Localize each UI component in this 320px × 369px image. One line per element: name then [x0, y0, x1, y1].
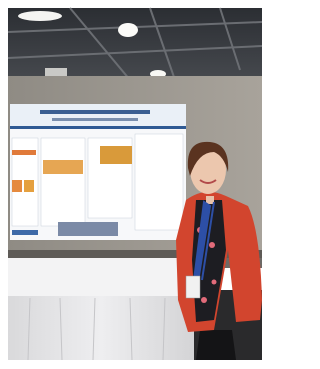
poster-authors: [52, 118, 138, 121]
page: [0, 0, 270, 369]
photo: [0, 0, 270, 369]
poster-title: [40, 110, 150, 114]
badge: [186, 276, 200, 298]
neck: [206, 196, 214, 204]
ceiling-light: [118, 23, 138, 37]
poster-divider: [10, 126, 186, 129]
table-cloth: [8, 296, 194, 360]
pants: [196, 330, 236, 360]
table-top: [8, 258, 194, 298]
ceiling-light: [18, 11, 62, 21]
poster-header: [10, 104, 186, 126]
